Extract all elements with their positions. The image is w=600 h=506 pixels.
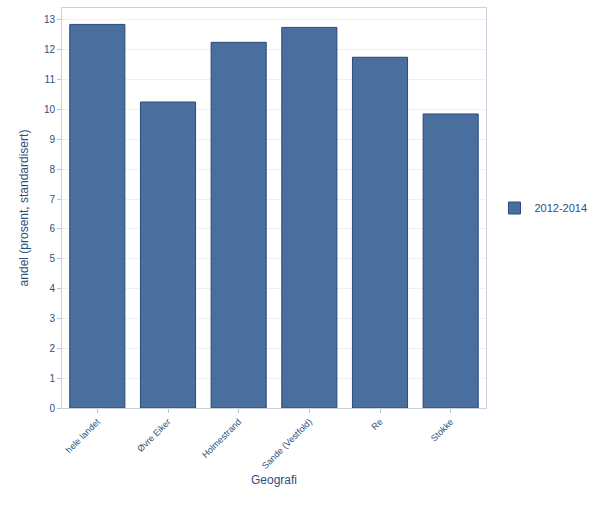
svg-text:4: 4 — [49, 283, 55, 294]
svg-text:Stokke: Stokke — [429, 417, 456, 444]
svg-text:10: 10 — [44, 104, 56, 115]
svg-text:2: 2 — [49, 343, 55, 354]
svg-text:11: 11 — [45, 74, 56, 85]
svg-text:2012-2014: 2012-2014 — [534, 202, 587, 214]
svg-text:0: 0 — [49, 403, 55, 414]
svg-text:3: 3 — [49, 313, 55, 324]
svg-text:Holmestrand: Holmestrand — [200, 417, 243, 460]
svg-text:7: 7 — [49, 194, 55, 205]
svg-text:9: 9 — [49, 134, 55, 145]
svg-text:Øvre Eiker: Øvre Eiker — [135, 417, 172, 454]
svg-text:hele landet: hele landet — [64, 416, 103, 455]
svg-text:1: 1 — [49, 373, 55, 384]
svg-text:13: 13 — [44, 14, 56, 25]
svg-text:6: 6 — [49, 223, 55, 234]
svg-text:andel (prosent, standardisert): andel (prosent, standardisert) — [17, 130, 31, 287]
svg-text:12: 12 — [44, 44, 56, 55]
svg-text:Sande (Vestfold): Sande (Vestfold) — [260, 417, 314, 471]
svg-text:8: 8 — [49, 164, 55, 175]
svg-text:5: 5 — [49, 253, 55, 264]
svg-text:Re: Re — [369, 417, 384, 432]
svg-text:Geografi: Geografi — [251, 473, 297, 487]
